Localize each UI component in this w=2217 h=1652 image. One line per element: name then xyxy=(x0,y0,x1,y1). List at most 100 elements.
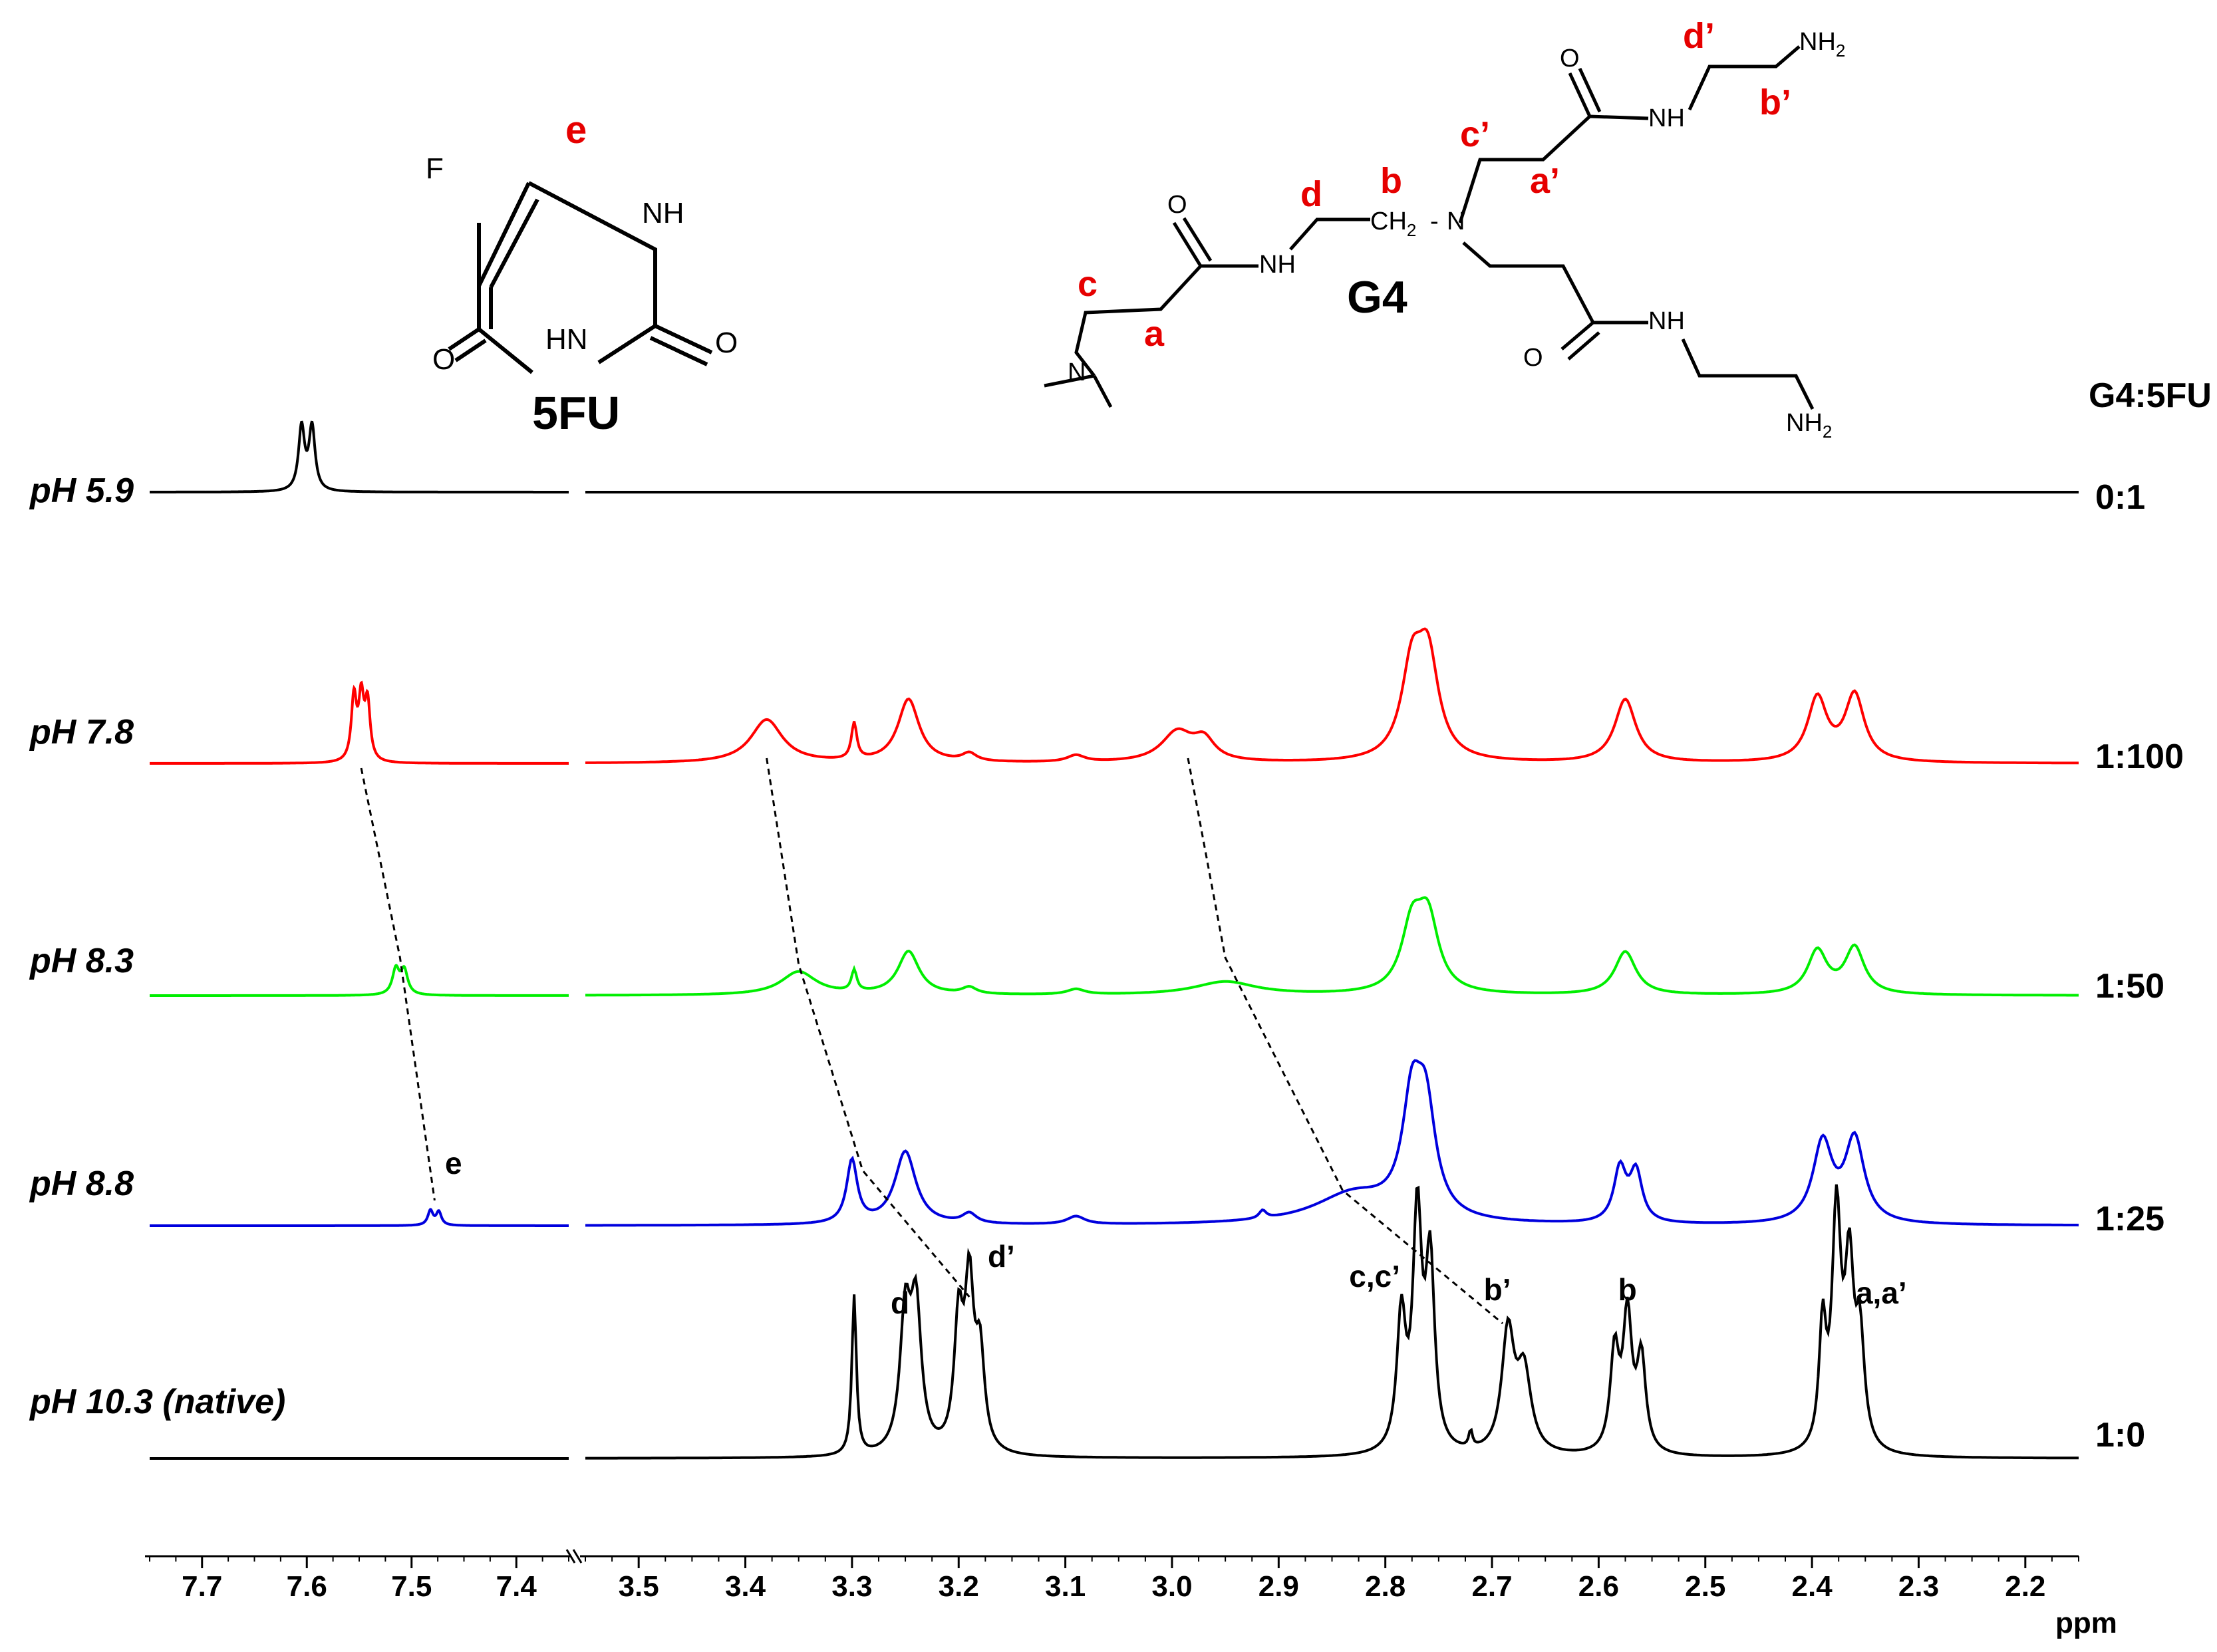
molecule-name-g4: G4 xyxy=(1347,272,1407,323)
oxygen-atom: O xyxy=(1523,344,1543,372)
x-axis-label: ppm xyxy=(2055,1607,2117,1639)
series-label: pH 8.3 xyxy=(29,942,134,980)
molecule-5fu-labels: F NH HN O O e 5FU xyxy=(426,108,738,439)
x-tick-label: 3.4 xyxy=(725,1570,766,1603)
nitrogen-atom: N xyxy=(1068,358,1086,386)
x-tick-label: 7.7 xyxy=(182,1570,222,1603)
g4-n-methyl-bond xyxy=(1092,374,1113,408)
spectra-group: pH 5.9 0:1 pH 7.8 1:100 pH 8.3 1:50 pH 8.8 1:25… xyxy=(29,420,2184,1460)
series-label: pH 10.3 (native) xyxy=(29,1383,285,1421)
shift-guide-line xyxy=(360,767,436,1201)
g4-chain-bond xyxy=(1289,217,1370,251)
g4-chain-bond xyxy=(1074,264,1258,377)
x-tick-label: 2.9 xyxy=(1258,1570,1299,1603)
peak-annotation: c,c’ xyxy=(1349,1259,1400,1294)
molecule-g4 xyxy=(1044,45,1815,410)
x-tick-label: 3.5 xyxy=(619,1570,659,1603)
g4-branch-bond xyxy=(1462,241,1648,325)
g4-c-o-bond xyxy=(1567,331,1600,360)
x-tick-label: 2.4 xyxy=(1792,1570,1833,1603)
proton-label-e: e xyxy=(565,108,587,152)
x-tick-label: 7.4 xyxy=(496,1570,537,1603)
x-tick-label: 2.6 xyxy=(1578,1570,1619,1603)
ratio-label: 1:100 xyxy=(2095,738,2184,776)
ratio-label: 1:0 xyxy=(2095,1416,2145,1454)
x-tick-label: 3.0 xyxy=(1151,1570,1192,1603)
x-tick-label: 3.3 xyxy=(831,1570,872,1603)
hn-atom: HN xyxy=(545,323,588,356)
oxygen-atom: O xyxy=(715,327,738,359)
peak-annotation: b’ xyxy=(1484,1272,1511,1307)
peak-annotation: b xyxy=(1618,1272,1637,1307)
nh-atom: NH xyxy=(1648,307,1685,335)
proton-label-c-prime: c’ xyxy=(1460,114,1490,154)
spectrum-trace-right xyxy=(585,1184,2079,1460)
5fu-c-o-bond xyxy=(448,327,480,351)
oxygen-atom: O xyxy=(1167,191,1187,219)
molecule-5fu xyxy=(448,181,713,374)
spectrum-trace-left xyxy=(150,964,569,997)
x-tick-label: 7.5 xyxy=(391,1570,432,1603)
molecule-name-5fu: 5FU xyxy=(532,387,620,439)
x-tick-label: 2.7 xyxy=(1471,1570,1512,1603)
peak-annotation: d’ xyxy=(988,1239,1015,1274)
proton-label-b: b xyxy=(1380,161,1402,201)
nh-atom: NH xyxy=(1648,104,1685,132)
5fu-double-bond xyxy=(489,198,539,289)
series-label: pH 5.9 xyxy=(29,472,134,510)
nitrogen-atom: N xyxy=(1447,207,1465,235)
shift-guides xyxy=(360,757,1504,1325)
nh2-group: NH2 xyxy=(1786,409,1832,442)
g4-branch-bond xyxy=(1458,114,1649,223)
molecule-g4-labels: NH O N CH2 - N O NH NH2 NH O NH2 c a d b… xyxy=(1068,16,1845,442)
ratio-header: G4:5FU xyxy=(2089,376,2212,415)
spectrum-trace-right xyxy=(585,896,2079,997)
proton-label-d-prime: d’ xyxy=(1683,16,1715,56)
dash-glyph: - xyxy=(1430,207,1439,235)
proton-label-c: c xyxy=(1078,264,1098,304)
spectrum-trace-right xyxy=(585,627,2079,765)
x-tick-label: 2.8 xyxy=(1365,1570,1405,1603)
x-tick-label: 7.6 xyxy=(287,1570,327,1603)
peak-annotation: d xyxy=(891,1286,909,1320)
oxygen-atom: O xyxy=(1560,45,1580,72)
peak-annotation: e xyxy=(445,1146,462,1180)
g4-c-o-bond xyxy=(1172,221,1203,267)
g4-c-o-bond xyxy=(1182,217,1213,262)
x-axis: 7.7 7.6 7.5 7.4 3.5 3.4 3.3 3.2 3.1 3.0 2.9 2.8 2.7 2… xyxy=(145,1549,2079,1603)
g4-branch-bond xyxy=(1688,45,1801,111)
proton-label-a-prime: a’ xyxy=(1530,161,1560,201)
ratio-label: 1:50 xyxy=(2095,967,2164,1006)
5fu-c-o-bond xyxy=(654,324,713,354)
ratio-label: 0:1 xyxy=(2095,478,2145,517)
spectrum-trace-left xyxy=(150,420,569,493)
fluorine-atom: F xyxy=(426,152,444,185)
peak-annotation: a,a’ xyxy=(1856,1276,1907,1310)
series-label: pH 8.8 xyxy=(29,1165,134,1203)
x-tick-label: 2.3 xyxy=(1898,1570,1939,1603)
oxygen-atom: O xyxy=(432,343,455,376)
proton-label-a: a xyxy=(1144,314,1165,354)
spectrum-trace-right xyxy=(585,1059,2079,1227)
5fu-ring-bond xyxy=(527,181,657,364)
5fu-ring-bond xyxy=(477,182,533,374)
peak-annotations: e d d’ c,c’ b’ b a,a’ xyxy=(445,1146,1907,1320)
axis-break-mark xyxy=(565,1549,576,1564)
proton-label-d: d xyxy=(1300,174,1322,214)
g4-n-methyl-bond xyxy=(1044,374,1095,388)
series-label: pH 7.8 xyxy=(29,713,134,752)
nh-atom: NH xyxy=(1259,251,1296,279)
5fu-c-o-bond xyxy=(454,339,487,362)
ratio-label: 1:25 xyxy=(2095,1200,2164,1238)
nh-atom: NH xyxy=(642,197,684,229)
spectrum-trace-left xyxy=(150,680,569,765)
nh2-group: NH2 xyxy=(1799,28,1845,61)
x-tick-label: 3.1 xyxy=(1045,1570,1086,1603)
g4-branch-bond xyxy=(1681,338,1815,410)
x-tick-label: 3.2 xyxy=(939,1570,979,1603)
x-tick-label: 2.5 xyxy=(1685,1570,1725,1603)
g4-c-o-bond xyxy=(1578,67,1602,113)
ch2-group: CH2 xyxy=(1370,207,1416,240)
g4-c-o-bond xyxy=(1568,72,1592,118)
